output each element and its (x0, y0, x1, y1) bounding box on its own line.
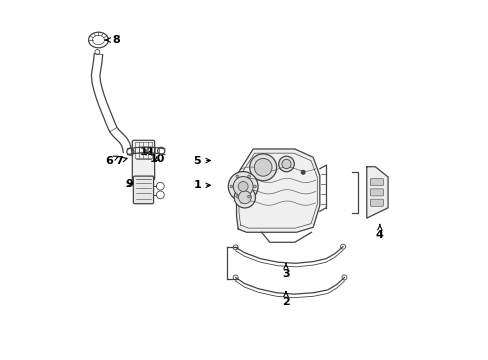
Circle shape (233, 176, 253, 197)
Circle shape (301, 170, 305, 175)
Text: 10: 10 (150, 154, 165, 164)
Text: 9: 9 (125, 179, 133, 189)
FancyBboxPatch shape (132, 140, 154, 180)
Text: 5: 5 (193, 156, 210, 166)
Circle shape (238, 191, 251, 204)
Polygon shape (236, 149, 319, 232)
Circle shape (235, 195, 238, 198)
Circle shape (234, 187, 255, 208)
Circle shape (247, 175, 250, 178)
FancyBboxPatch shape (369, 179, 383, 186)
Circle shape (228, 172, 258, 201)
Text: 6: 6 (104, 156, 118, 166)
Text: 2: 2 (282, 292, 289, 307)
Circle shape (238, 181, 247, 192)
FancyBboxPatch shape (369, 189, 383, 196)
Circle shape (235, 175, 238, 178)
FancyBboxPatch shape (133, 176, 153, 204)
Text: 4: 4 (375, 224, 383, 240)
FancyBboxPatch shape (369, 199, 383, 206)
Text: 11: 11 (139, 147, 155, 157)
Text: 7: 7 (115, 156, 127, 166)
Circle shape (229, 185, 232, 188)
Circle shape (278, 156, 294, 172)
Text: 1: 1 (193, 180, 210, 190)
Circle shape (254, 158, 271, 176)
Circle shape (249, 154, 276, 181)
Text: 8: 8 (106, 35, 120, 45)
Circle shape (247, 195, 250, 198)
Polygon shape (366, 167, 387, 218)
Text: 3: 3 (282, 264, 289, 279)
Circle shape (281, 159, 290, 168)
Circle shape (253, 185, 256, 188)
